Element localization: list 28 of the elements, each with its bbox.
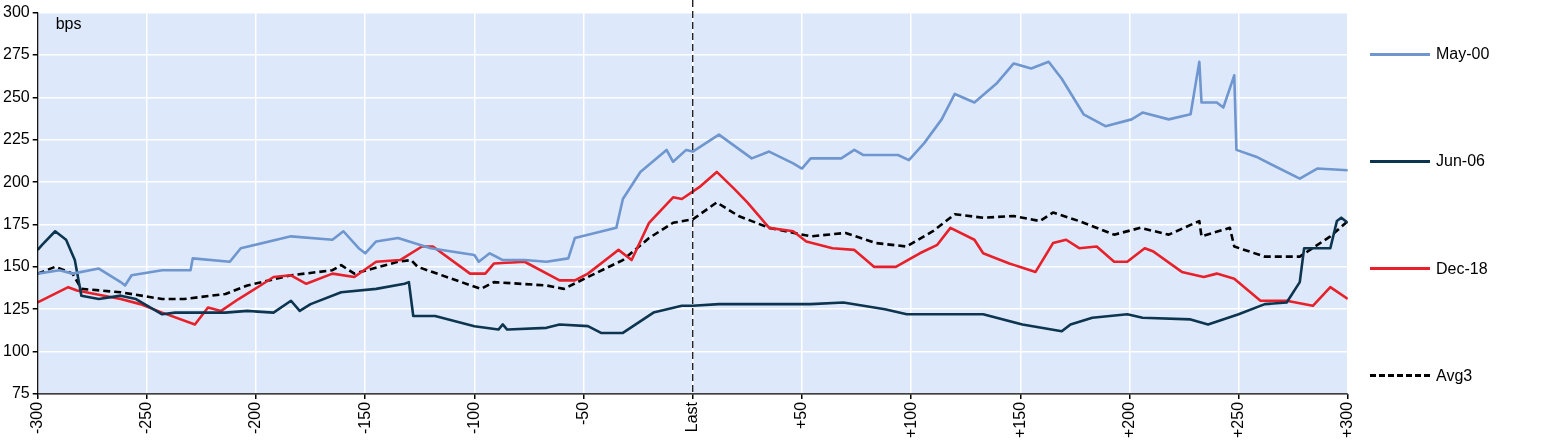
x-tick-label: -250	[137, 401, 155, 434]
x-tick-label: +250	[1229, 401, 1247, 439]
x-tick-label: -200	[246, 401, 264, 434]
y-tick-label: 250	[2, 87, 30, 105]
legend-label: May-00	[1436, 45, 1490, 63]
x-tick-label: Last	[683, 401, 701, 433]
y-tick-label: 275	[2, 45, 30, 63]
x-tick-label: +200	[1119, 401, 1137, 439]
y-tick-label: 100	[2, 341, 30, 359]
y-tick-label: 225	[2, 130, 30, 148]
y-tick-label: 175	[2, 214, 30, 232]
y-tick-label: 150	[2, 257, 30, 275]
y-tick-label: 125	[2, 299, 30, 317]
x-tick-label: -50	[573, 401, 591, 426]
y-tick-label: 200	[2, 172, 30, 190]
x-tick-label: -100	[464, 401, 482, 434]
legend-label: Avg3	[1436, 366, 1473, 385]
x-tick-label: +100	[901, 401, 919, 439]
legend-label: Jun-06	[1436, 152, 1485, 171]
x-tick-label: +300	[1338, 401, 1356, 439]
x-tick-label: -150	[355, 401, 373, 434]
x-tick-label: +150	[1010, 401, 1028, 439]
y-tick-label: 300	[2, 3, 30, 21]
y-tick-label: 75	[11, 384, 30, 402]
legend-label: Dec-18	[1436, 259, 1488, 278]
x-tick-label: -300	[28, 401, 46, 434]
y-axis-title: bps	[55, 15, 82, 33]
x-tick-label: +50	[792, 401, 810, 430]
